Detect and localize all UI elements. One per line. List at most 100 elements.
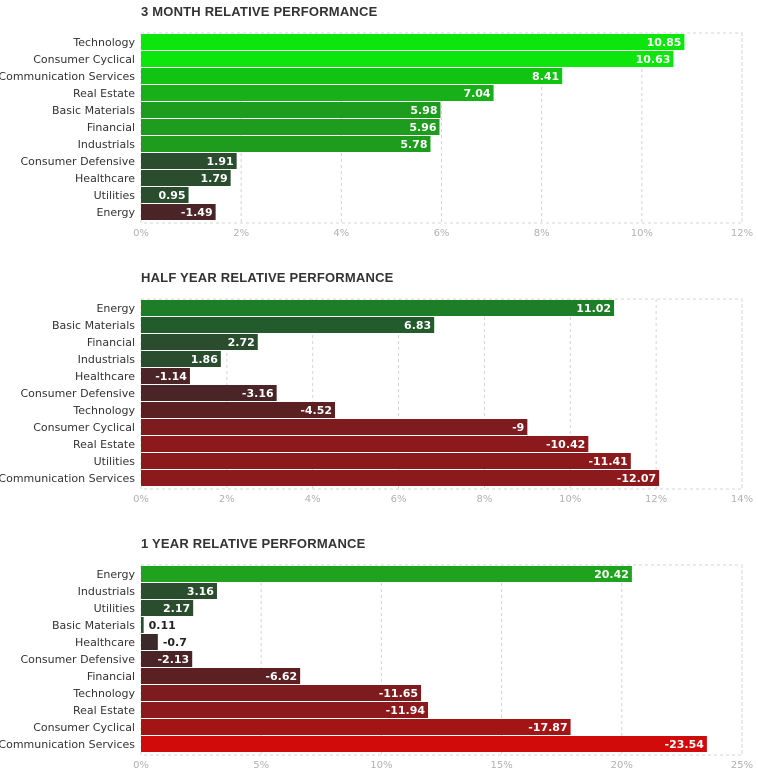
value-label: 5.96 <box>409 121 436 134</box>
category-label: Financial <box>87 670 135 683</box>
bar <box>141 385 277 401</box>
value-label: -12.07 <box>617 472 656 485</box>
x-tick-label: 8% <box>476 494 492 505</box>
chart-title-3-month: 3 MONTH RELATIVE PERFORMANCE <box>141 4 378 19</box>
category-label: Basic Materials <box>52 104 135 117</box>
value-label: 1.91 <box>207 155 234 168</box>
value-label: 11.02 <box>576 302 611 315</box>
bar <box>141 402 336 418</box>
category-label: Real Estate <box>73 438 135 451</box>
chart-title-half-year: HALF YEAR RELATIVE PERFORMANCE <box>141 270 394 285</box>
bar <box>141 617 144 633</box>
bar <box>141 419 528 435</box>
category-label: Energy <box>96 302 135 315</box>
value-label: -23.54 <box>665 738 705 751</box>
chart-1-year: 0% 5% 10% 15% 20% 25% Energy 20.42 Industrials 3.… <box>0 564 753 771</box>
bar <box>141 453 631 469</box>
category-label: Industrials <box>78 585 136 598</box>
bar <box>141 651 193 667</box>
value-label: 3.16 <box>187 585 214 598</box>
value-label: 8.41 <box>532 70 559 83</box>
x-tick-label: 6% <box>434 228 450 239</box>
x-tick-label: 2% <box>233 228 249 239</box>
bar <box>141 566 632 582</box>
category-label: Consumer Cyclical <box>33 721 135 734</box>
x-tick-label: 12% <box>645 494 667 505</box>
value-label: -1.49 <box>181 206 213 219</box>
value-label: 10.63 <box>636 53 671 66</box>
value-label: 2.72 <box>228 336 255 349</box>
value-label: 1.79 <box>201 172 228 185</box>
bar <box>141 34 685 50</box>
value-label: 2.17 <box>163 602 190 615</box>
bar <box>141 68 563 84</box>
x-tick-label: 2% <box>219 494 235 505</box>
value-label: 10.85 <box>647 36 682 49</box>
x-tick-label: 10% <box>631 228 653 239</box>
category-label: Utilities <box>94 602 136 615</box>
value-label: 7.04 <box>463 87 490 100</box>
bar <box>141 85 494 101</box>
value-label: -17.87 <box>528 721 567 734</box>
value-label: 1.86 <box>191 353 218 366</box>
x-tick-label: 4% <box>305 494 321 505</box>
value-label: -9 <box>512 421 524 434</box>
bar <box>141 187 189 203</box>
value-label: -6.62 <box>265 670 297 683</box>
category-label: Energy <box>96 568 135 581</box>
value-label: -1.14 <box>155 370 187 383</box>
value-label: 6.83 <box>404 319 431 332</box>
category-label: Real Estate <box>73 87 135 100</box>
bar <box>141 634 158 650</box>
x-tick-label: 0% <box>133 760 149 771</box>
value-label: 20.42 <box>594 568 629 581</box>
category-label: Consumer Cyclical <box>33 421 135 434</box>
bar <box>141 736 707 752</box>
x-tick-label: 10% <box>370 760 392 771</box>
value-label: -11.41 <box>588 455 627 468</box>
category-label: Technology <box>72 36 135 49</box>
bar <box>141 153 237 169</box>
bar <box>141 51 674 67</box>
category-label: Energy <box>96 206 135 219</box>
category-label: Utilities <box>94 455 136 468</box>
bar <box>141 334 258 350</box>
chart-half-year: 0% 2% 4% 6% 8% 10% 12% 14% Energy 11.02 Basic Mate… <box>0 298 753 505</box>
category-label: Consumer Defensive <box>20 653 135 666</box>
value-label: 0.11 <box>149 619 176 632</box>
chart-title-1-year: 1 YEAR RELATIVE PERFORMANCE <box>141 536 366 551</box>
x-tick-label: 20% <box>611 760 633 771</box>
value-label: -4.52 <box>300 404 332 417</box>
bar <box>141 317 435 333</box>
x-tick-label: 0% <box>133 228 149 239</box>
bar <box>141 470 660 486</box>
category-label: Industrials <box>78 353 136 366</box>
category-label: Healthcare <box>75 636 135 649</box>
category-label: Healthcare <box>75 172 135 185</box>
x-tick-label: 10% <box>559 494 581 505</box>
bar <box>141 685 422 701</box>
bar <box>141 702 429 718</box>
bar <box>141 600 194 616</box>
bar <box>141 170 231 186</box>
bar <box>141 368 190 384</box>
bar <box>141 102 441 118</box>
category-label: Financial <box>87 336 135 349</box>
bar <box>141 436 589 452</box>
category-label: Consumer Defensive <box>20 387 135 400</box>
category-label: Healthcare <box>75 370 135 383</box>
value-label: 5.78 <box>400 138 427 151</box>
category-label: Industrials <box>78 138 136 151</box>
value-label: 0.95 <box>158 189 185 202</box>
value-label: -3.16 <box>242 387 274 400</box>
value-label: -11.94 <box>386 704 426 717</box>
chart-3-month: 0% 2% 4% 6% 8% 10% 12% Technology 10.85 Consumer … <box>0 32 753 239</box>
category-label: Real Estate <box>73 704 135 717</box>
x-tick-label: 15% <box>490 760 512 771</box>
x-tick-label: 0% <box>133 494 149 505</box>
value-label: -10.42 <box>546 438 585 451</box>
category-label: Technology <box>72 404 135 417</box>
category-label: Consumer Defensive <box>20 155 135 168</box>
category-label: Basic Materials <box>52 319 135 332</box>
x-tick-label: 8% <box>534 228 550 239</box>
